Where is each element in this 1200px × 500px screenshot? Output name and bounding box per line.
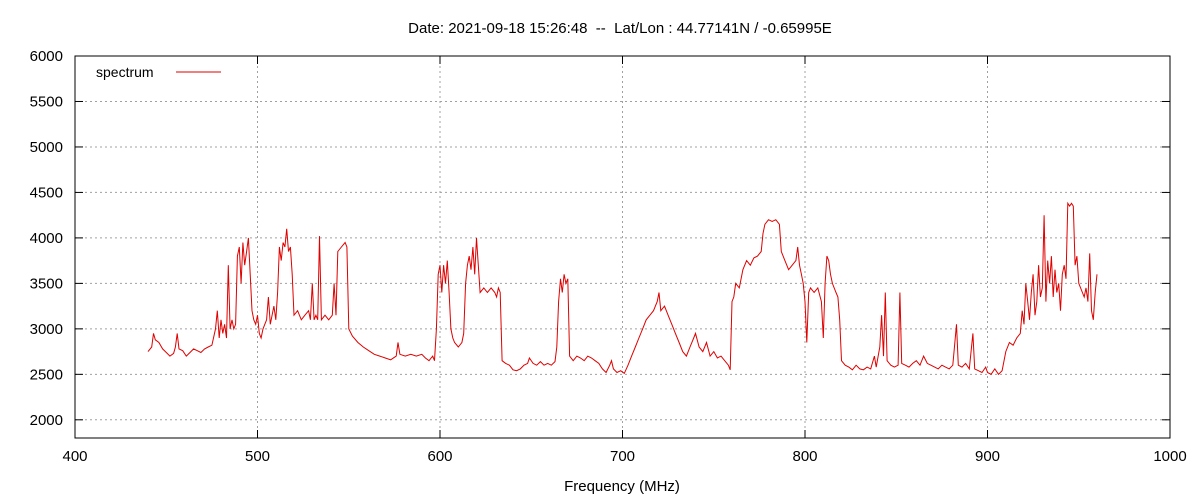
- x-tick-label: 500: [245, 448, 270, 465]
- legend-label: spectrum: [96, 64, 154, 80]
- x-tick-label: 600: [427, 448, 452, 465]
- x-tick-label: 400: [62, 448, 87, 465]
- spectrum-series-line: [147, 201, 1098, 376]
- y-tick-label: 4500: [30, 184, 63, 201]
- y-tick-label: 4000: [30, 230, 63, 247]
- grid-lines: [75, 55, 1170, 438]
- y-tick-label: 5500: [30, 93, 63, 110]
- plot-frame: [74, 55, 1171, 439]
- x-tick-label: 800: [792, 448, 817, 465]
- x-tick-label: 1000: [1153, 448, 1186, 465]
- y-tick-label: 6000: [30, 48, 63, 65]
- y-tick-label: 2000: [30, 412, 63, 429]
- y-tick-label: 5000: [30, 139, 63, 156]
- y-tick-label: 3000: [30, 321, 63, 338]
- x-tick-label: 900: [975, 448, 1000, 465]
- y-tick-label: 3500: [30, 275, 63, 292]
- y-tick-label: 2500: [30, 366, 63, 383]
- x-axis-label: Frequency (MHz): [564, 478, 680, 495]
- x-tick-label: 700: [610, 448, 635, 465]
- axis-ticks: 2000 2500 3000 3500 4000 4500 5000 5500 6000 400 5…: [30, 48, 1187, 465]
- chart-title: Date: 2021-09-18 15:26:48 -- Lat/Lon : 4…: [408, 20, 832, 37]
- legend: spectrum: [96, 64, 221, 80]
